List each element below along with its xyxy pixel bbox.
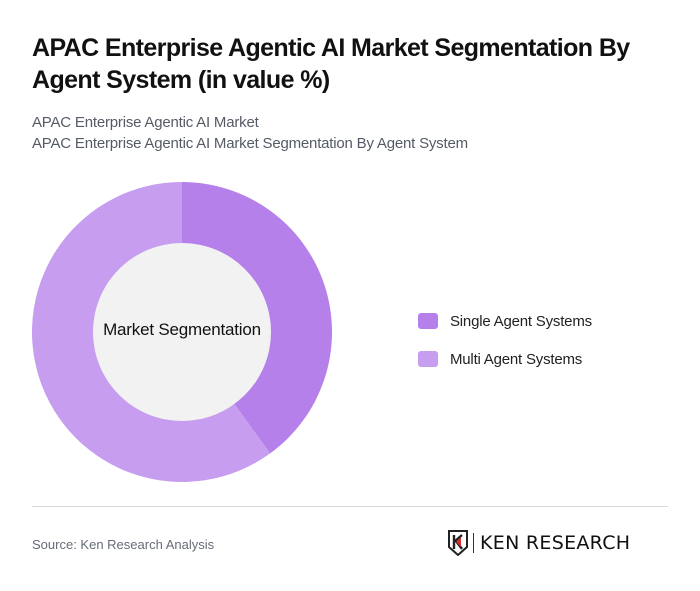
- source-note: Source: Ken Research Analysis: [32, 537, 215, 552]
- chart-subtitle-market: APAC Enterprise Agentic AI Market: [32, 114, 259, 131]
- footer-divider: [32, 506, 668, 507]
- legend-item-single-agent[interactable]: Single Agent Systems: [418, 302, 592, 340]
- legend: Single Agent Systems Multi Agent Systems: [418, 302, 592, 378]
- legend-label: Multi Agent Systems: [450, 350, 583, 368]
- legend-swatch-icon: [418, 313, 438, 329]
- legend-label: Single Agent Systems: [450, 312, 592, 330]
- logo-text: KEN RESEARCH: [480, 532, 631, 554]
- legend-item-multi-agent[interactable]: Multi Agent Systems: [418, 340, 592, 378]
- chart-title: APAC Enterprise Agentic AI Market Segmen…: [32, 34, 630, 94]
- logo-separator: [473, 533, 474, 553]
- donut-hole: [93, 243, 271, 421]
- legend-swatch-icon: [418, 351, 438, 367]
- ken-research-shield-icon: [448, 530, 468, 556]
- donut-center-label: Market Segmentation: [103, 320, 261, 339]
- chart-subtitle-segmentation: APAC Enterprise Agentic AI Market Segmen…: [32, 135, 468, 152]
- ken-research-logo: KEN RESEARCH: [447, 530, 630, 556]
- donut-chart: [32, 182, 332, 482]
